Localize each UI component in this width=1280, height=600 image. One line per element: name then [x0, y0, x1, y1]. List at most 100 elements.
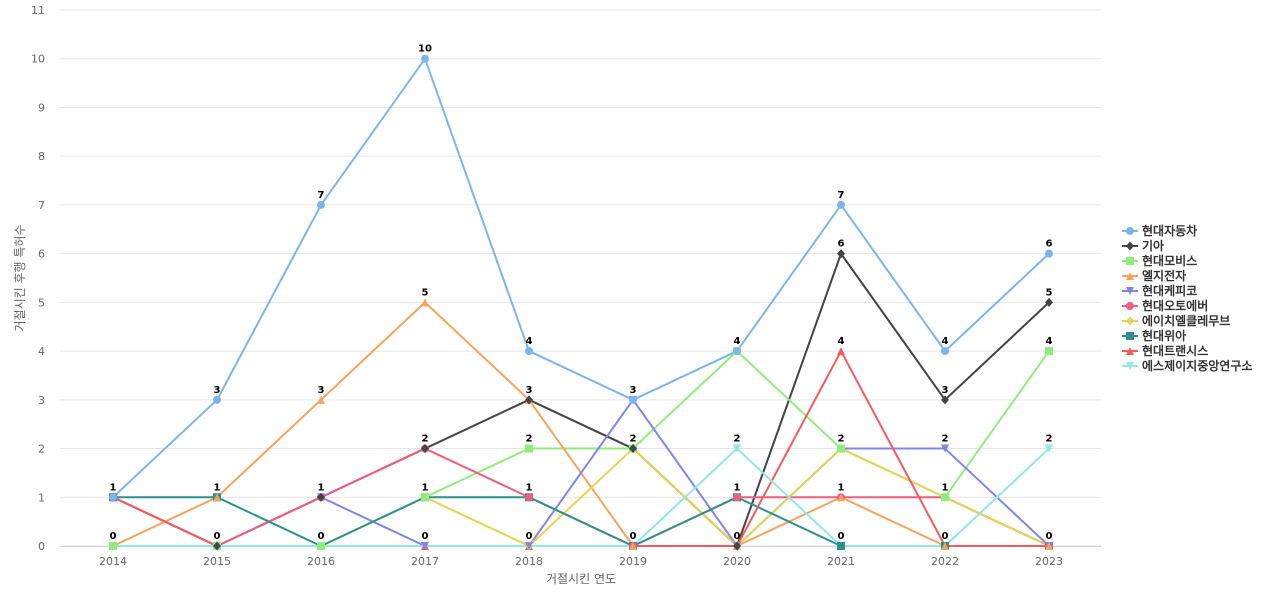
legend-item[interactable]: 현대자동차	[1122, 223, 1197, 238]
data-label: 3	[630, 385, 637, 396]
data-point	[421, 444, 429, 454]
data-label: 2	[422, 434, 429, 445]
data-point	[941, 444, 949, 453]
data-point	[1045, 347, 1053, 356]
legend-item[interactable]: 엘지전자	[1122, 268, 1186, 283]
data-point	[421, 298, 429, 307]
data-point	[837, 200, 845, 209]
data-label: 6	[1046, 239, 1053, 250]
data-point	[733, 541, 741, 551]
series-line-9	[112, 447, 1050, 547]
data-point	[1045, 249, 1053, 258]
data-label: 0	[110, 531, 117, 542]
legend-item[interactable]: 기아	[1122, 238, 1164, 253]
data-label: 2	[526, 434, 533, 445]
legend-item[interactable]: 현대오토에버	[1122, 298, 1208, 313]
data-point	[525, 395, 533, 405]
data-point	[525, 493, 533, 502]
data-label: 0	[838, 531, 845, 542]
y-tick-label: 3	[38, 394, 45, 407]
data-point	[317, 395, 325, 404]
data-point	[733, 347, 741, 356]
x-axis-title: 거절시킨 연도	[546, 572, 616, 586]
x-tick-label: 2017	[411, 555, 439, 568]
data-label: 5	[422, 287, 429, 298]
data-label: 1	[942, 482, 949, 493]
series-line-7	[112, 496, 1050, 547]
data-label: 2	[630, 434, 637, 445]
data-label: 4	[838, 336, 845, 347]
data-label: 7	[838, 190, 845, 201]
x-axis-tick-labels: 2014 2015 2016 2017 2018 2019 2020 2021 2022 2023	[99, 555, 1063, 568]
data-point	[837, 493, 845, 502]
data-label: 0	[526, 531, 533, 542]
data-label: 2	[734, 434, 741, 445]
data-label: 3	[214, 385, 221, 396]
data-label: 1	[214, 482, 221, 493]
y-tick-label: 11	[31, 4, 45, 17]
x-tick-label: 2014	[99, 555, 127, 568]
legend-item[interactable]: 현대위아	[1122, 328, 1186, 343]
data-point	[941, 395, 949, 405]
y-tick-label: 7	[38, 199, 45, 212]
data-point	[629, 542, 637, 550]
data-point	[109, 542, 117, 550]
legend-symbol	[1126, 302, 1134, 310]
data-label: 0	[942, 531, 949, 542]
data-point	[421, 54, 429, 63]
y-axis-tick-labels: 0 1 2 3 4 5 6 7 8 9 10 11	[31, 4, 45, 553]
y-axis-title: 거절시킨 후행 특허수	[12, 225, 27, 332]
series-line-4	[112, 398, 1050, 547]
data-labels: 1371043474601031052103210202106421032105…	[110, 44, 1053, 542]
legend-symbol	[1126, 257, 1134, 265]
data-point	[733, 444, 741, 453]
data-label: 1	[422, 482, 429, 493]
y-tick-label: 8	[38, 150, 45, 163]
legend-item[interactable]: 에스제이지중앙연구소	[1122, 358, 1252, 373]
x-tick-label: 2018	[515, 555, 543, 568]
data-label: 4	[734, 336, 741, 347]
data-point	[1045, 444, 1053, 453]
data-label: 1	[318, 482, 325, 493]
y-tick-label: 10	[31, 53, 45, 66]
data-point	[837, 444, 845, 453]
data-point	[733, 493, 741, 502]
data-label: 1	[110, 482, 117, 493]
data-point	[837, 249, 845, 259]
data-point	[525, 347, 533, 356]
data-label: 10	[418, 44, 432, 55]
legend-label: 현대위아	[1142, 328, 1186, 343]
x-tick-label: 2019	[619, 555, 647, 568]
data-point	[629, 395, 637, 404]
data-point	[213, 395, 221, 404]
legend-symbol	[1126, 272, 1134, 280]
legend-item[interactable]: 에이치엘클레무브	[1122, 313, 1230, 328]
legend-item[interactable]: 현대모비스	[1122, 253, 1197, 268]
legend-label: 에이치엘클레무브	[1142, 313, 1230, 328]
data-point	[837, 542, 845, 550]
data-point	[1045, 297, 1053, 307]
data-point	[317, 200, 325, 209]
legend-label: 기아	[1142, 238, 1164, 253]
data-label: 0	[630, 531, 637, 542]
data-point	[421, 493, 429, 502]
series-line-0	[112, 57, 1050, 499]
data-label: 4	[526, 336, 533, 347]
data-label: 1	[734, 482, 741, 493]
data-point	[941, 347, 949, 356]
data-label: 5	[1046, 287, 1053, 298]
y-tick-label: 2	[38, 443, 45, 456]
legend-symbol	[1126, 332, 1134, 340]
y-tick-label: 6	[38, 248, 45, 261]
legend: 현대자동차기아현대모비스엘지전자현대케피코현대오토에버에이치엘클레무브현대위아현…	[1122, 223, 1252, 373]
series-lines	[112, 57, 1050, 547]
legend-item[interactable]: 현대트랜시스	[1122, 343, 1208, 358]
data-label: 0	[214, 531, 221, 542]
data-label: 4	[1046, 336, 1053, 347]
legend-item[interactable]: 현대케피코	[1122, 283, 1197, 298]
data-point	[213, 493, 221, 502]
x-tick-label: 2020	[723, 555, 751, 568]
data-label: 1	[838, 482, 845, 493]
x-tick-label: 2016	[307, 555, 335, 568]
